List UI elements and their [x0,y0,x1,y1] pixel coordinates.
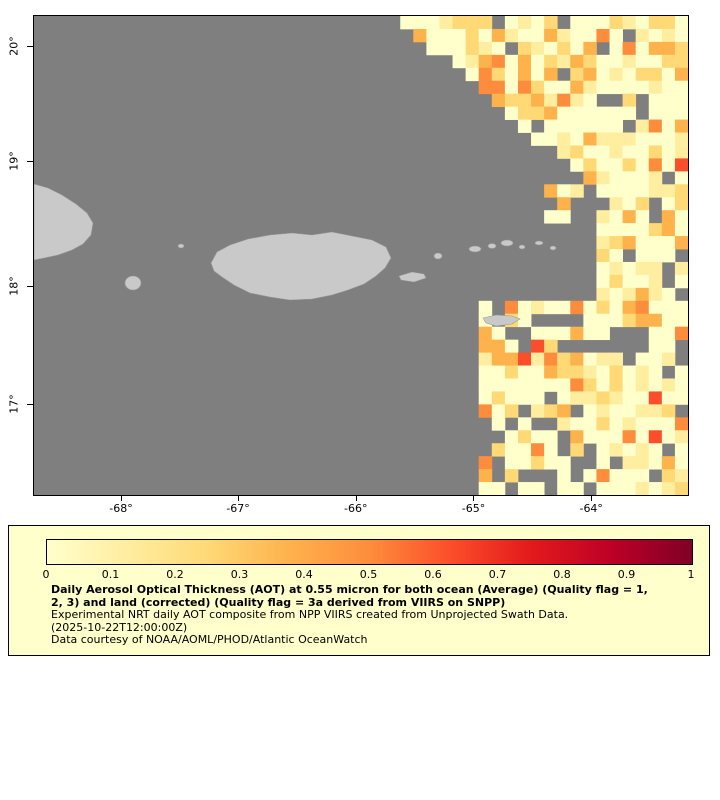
x-tick [120,496,122,501]
x-tick-label: -64° [579,502,603,515]
colorbar-tick-label: 0.9 [617,568,636,581]
colorbar-ticks: 0 0.1 0.2 0.3 0.4 0.5 0.6 0.7 0.8 0.9 1 [42,568,695,582]
legend-text: Daily Aerosol Optical Thickness (AOT) at… [51,583,648,647]
y-tick [27,403,33,405]
colorbar [46,539,693,565]
tortola [500,239,514,247]
colorbar-tick-label: 0.2 [166,568,184,581]
x-tick [355,496,357,501]
vieques [398,271,427,283]
colorbar-tick-label: 0.8 [553,568,571,581]
y-tick-label: 18° [7,275,21,296]
legend-panel: 0 0.1 0.2 0.3 0.4 0.5 0.6 0.7 0.8 0.9 1 Daily Aero… [8,525,710,656]
y-tick-label: 20° [7,36,21,56]
x-tick-label: -66° [344,502,368,515]
st-john [487,243,497,249]
colorbar-tick-label: 0 [42,568,50,581]
y-tick-label: 17° [7,394,21,414]
desecheo-island [177,243,185,249]
culebra [433,252,443,260]
colorbar-tick-label: 0.4 [295,568,313,581]
x-tick-label: -67° [226,502,250,515]
puerto-rico [210,231,392,301]
virgin-gorda [518,244,526,250]
hispaniola-east-tip [34,183,94,261]
islet-east-2 [549,245,557,251]
aot-data-raster [400,16,688,495]
mona-island [124,275,142,291]
x-tick-label: -68° [109,502,133,515]
y-tick [27,46,33,48]
x-tick-label: -65° [461,502,486,515]
legend-title-line2: 2, 3) and land (corrected) (Quality flag… [51,595,506,609]
aot-map [34,16,688,495]
x-tick [238,496,240,501]
colorbar-tick-label: 0.7 [488,568,507,581]
x-tick [591,496,593,501]
colorbar-tick-label: 1 [687,568,695,581]
colorbar-tick-label: 0.3 [230,568,249,581]
legend-title-line1: Daily Aerosol Optical Thickness (AOT) at… [51,583,648,596]
y-tick [27,285,33,287]
map-panel [33,15,689,496]
x-axis: -68° -67° -66° -65° -64° [34,496,688,520]
st-croix [482,314,521,327]
colorbar-tick-label: 0.6 [424,568,442,581]
y-tick [27,161,33,163]
st-thomas [468,245,482,253]
legend-description: Experimental NRT daily AOT composite fro… [51,608,569,621]
legend-credit: Data courtesy of NOAA/AOML/PHOD/Atlantic… [51,633,368,646]
colorbar-tick-label: 0.1 [101,568,120,581]
x-tick [473,496,475,501]
colorbar-tick-label: 0.5 [359,568,378,581]
legend-timestamp: (2025-10-22T12:00:00Z) [51,620,188,634]
islet-east-1 [534,240,544,246]
y-axis: 20° 19° 18° 17° [0,16,33,495]
land-masses [34,183,557,327]
y-tick-label: 19° [7,151,21,171]
